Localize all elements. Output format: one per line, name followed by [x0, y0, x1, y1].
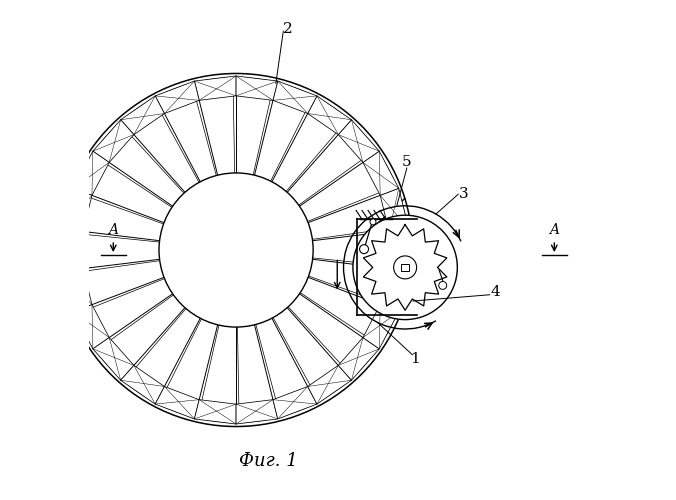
Polygon shape [64, 229, 83, 271]
Polygon shape [74, 304, 110, 349]
Polygon shape [121, 96, 164, 134]
Polygon shape [402, 264, 409, 271]
Text: 2: 2 [283, 22, 293, 36]
Polygon shape [236, 76, 278, 100]
Polygon shape [380, 188, 409, 232]
Text: A: A [108, 223, 118, 237]
Text: 5: 5 [402, 155, 412, 169]
Text: 4: 4 [491, 286, 500, 300]
Polygon shape [363, 151, 399, 196]
Polygon shape [338, 338, 379, 380]
Polygon shape [74, 151, 110, 196]
Polygon shape [93, 120, 134, 162]
Circle shape [370, 219, 376, 225]
Polygon shape [93, 338, 134, 380]
Polygon shape [155, 386, 199, 419]
Circle shape [159, 173, 313, 327]
Circle shape [360, 244, 368, 254]
Polygon shape [308, 96, 352, 134]
Polygon shape [64, 268, 92, 312]
Polygon shape [195, 400, 236, 424]
Polygon shape [389, 229, 409, 271]
Circle shape [439, 282, 447, 290]
Polygon shape [195, 76, 236, 100]
Text: 3: 3 [458, 187, 468, 201]
Polygon shape [363, 304, 399, 349]
Polygon shape [338, 120, 379, 162]
Polygon shape [121, 366, 164, 404]
Polygon shape [273, 386, 317, 419]
Polygon shape [308, 366, 352, 404]
Text: A: A [550, 223, 559, 237]
Text: 1: 1 [410, 352, 420, 366]
Circle shape [353, 215, 458, 320]
Polygon shape [64, 188, 92, 232]
Polygon shape [236, 400, 278, 424]
Polygon shape [273, 81, 317, 114]
Circle shape [393, 256, 416, 279]
Text: Фиг. 1: Фиг. 1 [239, 452, 297, 470]
Polygon shape [380, 268, 409, 312]
Polygon shape [155, 81, 199, 114]
